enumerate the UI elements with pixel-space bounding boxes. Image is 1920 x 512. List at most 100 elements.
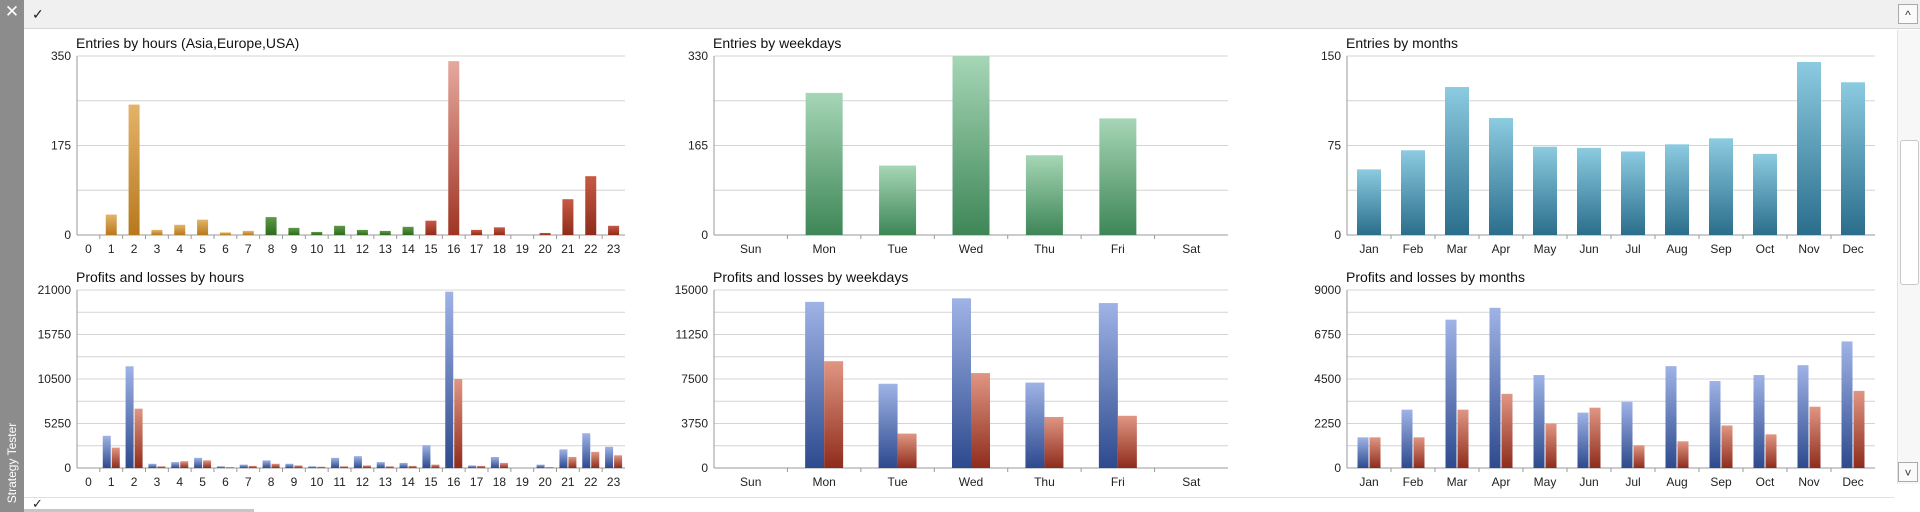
entries-hours-xtick-label: 16 [447, 242, 461, 256]
pl-months-bar [1677, 441, 1689, 468]
pl-hours-xtick-label: 1 [108, 475, 115, 489]
entries-hours-bar [379, 230, 391, 235]
pl-weekdays-bar [897, 433, 917, 468]
entries-weekdays-xtick-label: Tue [887, 242, 908, 256]
pl-hours-xtick-label: 22 [584, 475, 598, 489]
pl-hours-bar [591, 451, 600, 468]
check-icon[interactable]: ✓ [32, 6, 44, 22]
pl-months-bar [1665, 366, 1677, 468]
entries-hours-ytick: 175 [51, 139, 71, 153]
pl-hours-bar [499, 462, 508, 468]
pl-hours-xtick-label: 11 [333, 475, 346, 489]
entries-hours-xtick-label: 1 [108, 242, 115, 256]
pl-hours-bar [157, 466, 166, 468]
pl-hours-xtick-label: 14 [401, 475, 415, 489]
entries-hours-xtick-label: 20 [538, 242, 552, 256]
pl-hours-xtick-label: 17 [470, 475, 484, 489]
entries-hours-xtick-label: 10 [310, 242, 324, 256]
pl-hours-bar [362, 465, 371, 468]
scrollbar-thumb[interactable] [1900, 140, 1919, 285]
pl-weekdays-xtick-label: Tue [887, 475, 908, 489]
close-icon[interactable]: ✕ [4, 2, 20, 21]
pl-hours-ytick: 10500 [38, 372, 72, 386]
pl-hours-xtick-label: 23 [607, 475, 621, 489]
pl-hours-xtick-label: 3 [154, 475, 161, 489]
pl-weekdays-chart: Profits and losses by weekdays 0 3750 7500 1… [675, 269, 1228, 489]
entries-months-bar [1841, 82, 1865, 236]
entries-hours-bar [493, 227, 505, 235]
entries-months-xtick-label: Nov [1798, 242, 1819, 256]
entries-hours-bar [608, 225, 620, 235]
entries-hours-bar [334, 225, 346, 235]
pl-hours-ytick: 15750 [38, 328, 72, 342]
entries-hours-bar [174, 224, 186, 235]
entries-hours-xtick-label: 15 [424, 242, 438, 256]
entries-weekdays-xtick-label: Thu [1034, 242, 1055, 256]
pl-months-xtick-label: Aug [1666, 475, 1687, 489]
pl-months-xtick-label: Dec [1842, 475, 1863, 489]
entries-months-bar [1709, 138, 1733, 235]
pl-months-xtick-label: Nov [1798, 475, 1819, 489]
entries-months-bar [1489, 118, 1513, 235]
entries-weekdays-bar [879, 165, 917, 235]
entries-hours-bar [265, 217, 277, 235]
entries-months-chart: Entries by months 0 75 150 Jan Feb Mar Apr May Ju… [1321, 35, 1875, 256]
entries-months-xtick-label: Mar [1447, 242, 1468, 256]
pl-weekdays-ytick: 15000 [675, 283, 709, 297]
pl-hours-bar [582, 433, 591, 468]
pl-months-ytick: 6750 [1314, 328, 1341, 342]
entries-hours-xtick-label: 14 [401, 242, 415, 256]
pl-months-xtick-label: Jan [1359, 475, 1378, 489]
entries-weekdays-xtick-label: Mon [812, 242, 835, 256]
entries-hours-xtick-label: 3 [154, 242, 161, 256]
pl-hours-xtick-label: 6 [222, 475, 229, 489]
bottom-bar: ✓ [24, 496, 1894, 512]
pl-hours-bar [477, 465, 486, 468]
pl-hours-bar [353, 456, 362, 468]
entries-hours-bar [219, 232, 231, 235]
entries-hours-xtick-label: 18 [493, 242, 507, 256]
pl-hours-bar [385, 466, 394, 468]
pl-months-bar [1589, 407, 1601, 468]
entries-weekdays-xtick-label: Sun [740, 242, 761, 256]
pl-months-bar [1753, 375, 1765, 468]
pl-hours-bar [331, 457, 340, 468]
pl-months-ytick: 2250 [1314, 417, 1341, 431]
pl-months-bar [1401, 409, 1413, 468]
pl-hours-xtick-label: 4 [176, 475, 183, 489]
pl-hours-ytick: 5250 [44, 417, 71, 431]
pl-hours-xtick-label: 15 [424, 475, 438, 489]
entries-months-xtick-label: Dec [1842, 242, 1863, 256]
pl-hours-xtick-label: 18 [493, 475, 507, 489]
pl-weekdays-xtick-label: Thu [1034, 475, 1055, 489]
collapse-button[interactable]: ^ [1898, 4, 1918, 24]
entries-weekdays-bar [1099, 118, 1137, 235]
vertical-scrollbar[interactable]: ˅ [1897, 30, 1920, 484]
pl-months-xtick-label: Apr [1492, 475, 1511, 489]
entries-months-bar [1445, 87, 1469, 235]
pl-weekdays-xtick-label: Wed [959, 475, 983, 489]
entries-weekdays-ytick: 0 [701, 228, 708, 242]
pl-hours-xtick-label: 0 [85, 475, 92, 489]
side-panel: ✕ Strategy Tester [0, 0, 24, 512]
entries-hours-bar [105, 214, 117, 235]
pl-hours-bar [248, 465, 257, 468]
scroll-down-button[interactable]: ˅ [1898, 462, 1918, 482]
entries-hours-bar [288, 227, 300, 235]
entries-hours-bar [311, 231, 323, 235]
pl-hours-bar [171, 462, 180, 468]
pl-weekdays-ytick: 0 [701, 461, 708, 475]
pl-hours-bar [125, 366, 134, 468]
pl-hours-bar [445, 291, 454, 468]
pl-hours-bar [568, 456, 577, 468]
pl-weekdays-xtick-label: Sat [1182, 475, 1201, 489]
pl-hours-xtick-label: 16 [447, 475, 461, 489]
check-icon[interactable]: ✓ [32, 496, 43, 511]
pl-weekdays-ytick: 11250 [676, 328, 709, 342]
entries-weekdays-xtick-label: Fri [1111, 242, 1125, 256]
pl-months-title: Profits and losses by months [1346, 269, 1525, 285]
entries-months-bar [1797, 61, 1821, 235]
pl-hours-bar [340, 466, 349, 468]
entries-months-bar [1533, 146, 1557, 235]
pl-months-xtick-label: Oct [1756, 475, 1775, 489]
